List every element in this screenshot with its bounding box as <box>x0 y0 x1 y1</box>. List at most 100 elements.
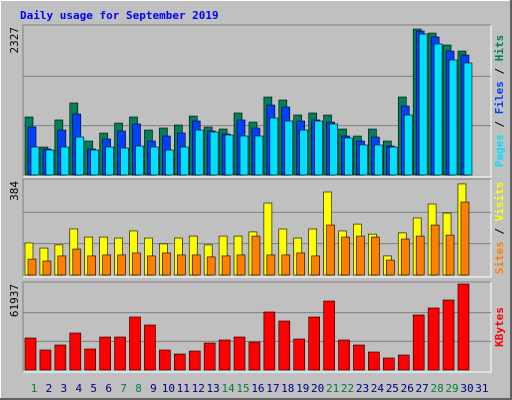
bar <box>415 235 425 276</box>
bar <box>135 145 144 176</box>
legend-separator: / <box>493 61 506 81</box>
bar <box>194 129 204 176</box>
bar <box>359 144 368 176</box>
bar <box>57 255 67 276</box>
x-tick-label: 18 <box>281 382 294 395</box>
bar <box>448 59 458 176</box>
bar <box>311 255 320 276</box>
legend-entry: Sites <box>493 241 506 274</box>
bar <box>430 224 440 276</box>
bar <box>293 338 306 371</box>
x-tick-label: 3 <box>61 382 68 395</box>
legend-separator: / <box>493 221 506 241</box>
bar <box>209 131 219 176</box>
bar <box>233 336 246 371</box>
bar <box>129 316 141 371</box>
bar <box>180 146 189 176</box>
bar <box>117 254 126 276</box>
bar <box>329 123 338 176</box>
x-tick-label: 13 <box>207 382 220 395</box>
x-tick-label: 25 <box>386 382 399 395</box>
x-tick-label: 19 <box>296 382 309 395</box>
bar <box>281 254 291 276</box>
bar <box>374 144 383 176</box>
bar <box>236 254 246 276</box>
bar <box>54 344 67 371</box>
bar <box>263 311 276 371</box>
bar <box>397 354 410 371</box>
bar <box>299 129 309 176</box>
bar <box>144 324 156 371</box>
x-tick-label: 30 <box>460 382 473 395</box>
bar <box>389 146 398 176</box>
bar <box>69 332 82 371</box>
bar <box>368 351 380 371</box>
bar <box>114 336 126 371</box>
bar <box>191 254 201 276</box>
bar <box>177 254 186 276</box>
bar <box>162 252 171 276</box>
bar <box>224 134 234 176</box>
bar <box>248 341 261 371</box>
bar <box>45 149 55 176</box>
bar <box>383 357 395 371</box>
x-tick-label: 12 <box>192 382 205 395</box>
x-tick-label: 10 <box>162 382 175 395</box>
bar <box>90 149 100 176</box>
legend-separator: / <box>493 114 506 134</box>
bar <box>102 254 111 276</box>
x-tick-label: 27 <box>416 382 429 395</box>
panel-edge <box>23 179 492 278</box>
bar <box>42 260 52 276</box>
bar <box>105 146 114 176</box>
bar <box>174 353 186 371</box>
bar <box>442 299 455 371</box>
x-tick-label: 26 <box>401 382 414 395</box>
bar <box>356 235 365 276</box>
bar <box>206 256 216 276</box>
bar <box>266 254 276 276</box>
bar <box>30 146 40 176</box>
x-tick-label: 14 <box>221 382 235 395</box>
bar <box>87 255 97 276</box>
legend-entry: Files <box>493 81 506 114</box>
y-tick-label: 384 <box>8 181 21 201</box>
bar <box>72 248 82 276</box>
bar <box>254 135 264 176</box>
bar <box>433 43 443 176</box>
x-tick-label: 11 <box>177 382 190 395</box>
bar <box>344 137 353 176</box>
x-tick-label: 9 <box>150 382 157 395</box>
bar <box>323 300 335 371</box>
bar <box>120 147 129 176</box>
y-tick-label: 61937 <box>8 284 21 317</box>
bar <box>403 114 413 176</box>
bar <box>371 236 380 276</box>
x-tick-label: 24 <box>371 382 385 395</box>
bar <box>278 320 291 371</box>
x-tick-label: 21 <box>326 382 339 395</box>
legend-entry: Pages <box>493 134 506 167</box>
panel-edge <box>23 282 492 373</box>
bar <box>314 120 323 176</box>
bar <box>150 146 159 176</box>
bar <box>239 135 249 176</box>
x-tick-label: 4 <box>75 382 82 395</box>
x-tick-label: 15 <box>236 382 249 395</box>
bar <box>84 348 97 371</box>
x-tick-label: 22 <box>341 382 354 395</box>
bar <box>60 146 70 176</box>
bar <box>39 349 52 371</box>
legend-entry: Visits <box>493 182 506 222</box>
legend: Pages / Files / Hits <box>493 35 506 168</box>
bar <box>218 339 231 371</box>
bar <box>24 337 37 371</box>
x-tick-label: 16 <box>251 382 264 395</box>
bar <box>463 62 473 176</box>
bar <box>308 316 320 371</box>
x-tick-label: 17 <box>266 382 279 395</box>
x-tick-label: 6 <box>105 382 112 395</box>
bar <box>400 238 410 276</box>
bar <box>338 339 350 371</box>
